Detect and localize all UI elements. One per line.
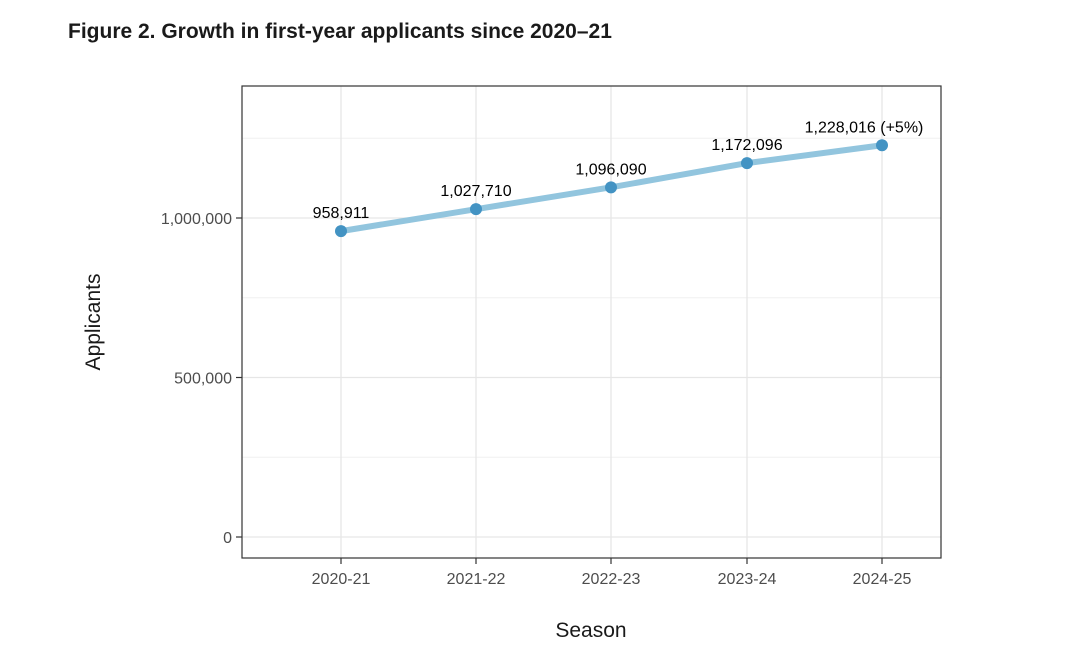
plot-panel xyxy=(242,86,941,558)
figure-title: Figure 2. Growth in first-year applicant… xyxy=(68,20,612,43)
data-point xyxy=(876,139,888,152)
y-tick-label: 500,000 xyxy=(174,371,232,388)
x-tick-label: 2020-21 xyxy=(312,571,371,588)
y-axis-ticks: 0 500,000 1,000,000 xyxy=(161,211,242,547)
x-tick-label: 2021-22 xyxy=(447,571,506,588)
data-label: 958,911 xyxy=(313,205,370,222)
y-tick-label: 1,000,000 xyxy=(161,211,232,228)
major-gridlines-y xyxy=(242,217,941,538)
plot-border xyxy=(241,85,942,559)
data-points xyxy=(335,139,888,238)
x-axis-title: Season xyxy=(555,619,626,642)
data-label: 1,096,090 xyxy=(575,161,646,178)
minor-gridlines-y xyxy=(242,137,941,458)
data-point xyxy=(470,203,482,216)
x-tick-label: 2022-23 xyxy=(582,571,641,588)
y-axis-title: Applicants xyxy=(82,274,105,371)
x-axis-ticks: 2020-21 2021-22 2022-23 2023-24 2024-25 xyxy=(312,558,912,588)
data-point xyxy=(335,225,347,238)
major-gridlines-x xyxy=(340,86,883,558)
data-label: 1,027,710 xyxy=(440,183,511,200)
y-tick-label: 0 xyxy=(223,530,232,547)
x-tick-label: 2024-25 xyxy=(853,571,912,588)
data-point xyxy=(741,157,753,170)
data-label: 1,172,096 xyxy=(711,137,782,154)
data-point xyxy=(605,181,617,194)
data-labels: 958,911 1,027,710 1,096,090 1,172,096 1,228,… xyxy=(313,119,924,222)
x-tick-label: 2023-24 xyxy=(718,571,777,588)
data-label: 1,228,016 (+5%) xyxy=(805,119,924,136)
